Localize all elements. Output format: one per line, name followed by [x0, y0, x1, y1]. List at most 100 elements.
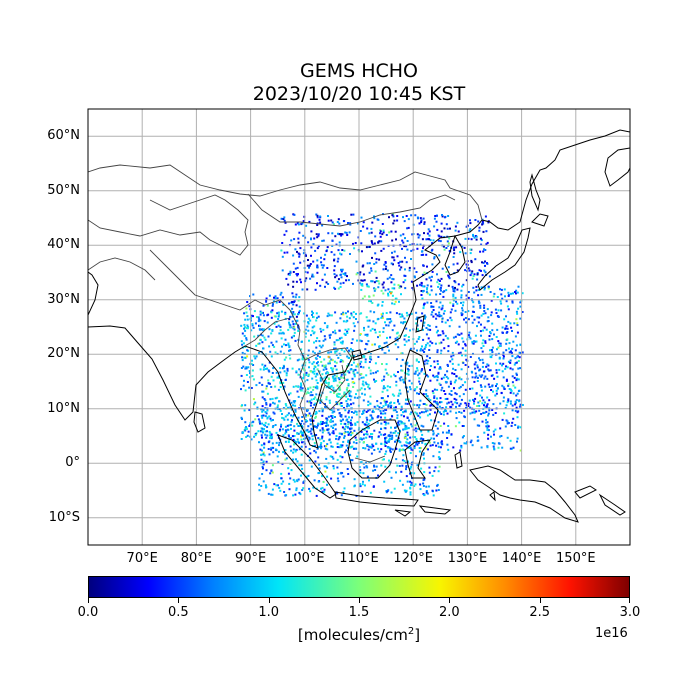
- hcho-pixel: [316, 382, 319, 384]
- hcho-pixel: [345, 388, 348, 391]
- hcho-pixel: [324, 365, 327, 368]
- hcho-pixel: [298, 491, 301, 494]
- hcho-pixel: [427, 359, 430, 362]
- hcho-pixel: [283, 219, 286, 222]
- hcho-pixel: [447, 275, 450, 278]
- hcho-pixel: [296, 422, 299, 425]
- hcho-pixel: [299, 431, 302, 434]
- hcho-pixel: [465, 225, 468, 228]
- hcho-pixel: [347, 398, 349, 401]
- hcho-pixel: [493, 292, 496, 295]
- hcho-pixel: [469, 228, 472, 231]
- hcho-pixel: [432, 430, 435, 433]
- hcho-pixel: [319, 443, 322, 446]
- hcho-pixel: [338, 241, 341, 244]
- hcho-pixel: [476, 376, 479, 379]
- hcho-pixel: [306, 264, 309, 267]
- hcho-pixel: [321, 428, 324, 431]
- hcho-pixel: [343, 392, 346, 395]
- hcho-pixel: [326, 315, 329, 318]
- hcho-pixel: [272, 379, 275, 382]
- hcho-pixel: [355, 442, 358, 445]
- hcho-pixel: [409, 388, 412, 391]
- hcho-pixel: [384, 321, 386, 324]
- hcho-pixel: [425, 485, 428, 488]
- hcho-pixel: [471, 342, 474, 345]
- hcho-pixel: [283, 491, 286, 493]
- hcho-pixel: [326, 483, 328, 486]
- hcho-pixel: [325, 425, 328, 427]
- hcho-pixel: [402, 241, 405, 244]
- hcho-pixel: [243, 312, 246, 315]
- hcho-pixel: [312, 486, 315, 489]
- hcho-pixel: [400, 321, 403, 324]
- hcho-pixel: [343, 487, 346, 490]
- hcho-pixel: [409, 452, 412, 454]
- hcho-pixel: [481, 274, 484, 277]
- hcho-pixel: [400, 414, 403, 417]
- hcho-pixel: [442, 295, 445, 298]
- hcho-pixel: [362, 480, 364, 483]
- hcho-pixel: [449, 311, 452, 314]
- hcho-pixel: [274, 385, 277, 388]
- hcho-pixel: [405, 363, 408, 366]
- hcho-pixel: [278, 313, 280, 316]
- hcho-pixel: [368, 271, 371, 274]
- hcho-pixel: [288, 354, 291, 356]
- hcho-pixel: [381, 233, 384, 236]
- hcho-pixel: [488, 409, 491, 412]
- hcho-pixel: [277, 318, 280, 320]
- hcho-pixel: [323, 258, 326, 261]
- lon-tick-label: 90°E: [234, 551, 267, 566]
- hcho-pixel: [408, 379, 411, 382]
- hcho-pixel: [264, 368, 267, 370]
- hcho-pixel: [438, 367, 441, 370]
- hcho-pixel: [382, 409, 385, 412]
- hcho-pixel: [350, 434, 352, 437]
- map-title-line2: 2023/10/20 10:45 KST: [252, 83, 466, 105]
- hcho-pixel: [241, 351, 244, 354]
- hcho-pixel: [340, 375, 343, 378]
- hcho-pixel: [440, 222, 443, 225]
- hcho-pixel: [301, 432, 304, 434]
- hcho-pixel: [363, 441, 365, 443]
- hcho-pixel: [343, 332, 346, 335]
- hcho-pixel: [509, 322, 512, 325]
- hcho-pixel: [476, 316, 479, 319]
- hcho-pixel: [268, 361, 271, 364]
- hcho-pixel: [400, 293, 402, 296]
- hcho-pixel: [340, 348, 343, 351]
- hcho-pixel: [271, 397, 274, 400]
- hcho-pixel: [422, 403, 425, 405]
- hcho-pixel: [519, 403, 522, 406]
- hcho-pixel: [378, 431, 381, 434]
- hcho-pixel: [327, 215, 329, 217]
- hcho-pixel: [253, 335, 256, 338]
- hcho-pixel: [330, 351, 333, 354]
- hcho-pixel: [373, 281, 376, 284]
- hcho-pixel: [336, 221, 339, 223]
- hcho-pixel: [347, 222, 349, 224]
- hcho-pixel: [316, 424, 319, 427]
- hcho-pixel: [260, 414, 263, 417]
- hcho-pixel: [406, 248, 409, 251]
- hcho-pixel: [430, 437, 433, 440]
- hcho-pixel: [255, 344, 258, 347]
- hcho-pixel: [459, 402, 462, 405]
- hcho-pixel: [310, 370, 312, 373]
- hcho-pixel: [385, 450, 388, 453]
- hcho-pixel: [251, 375, 254, 378]
- hcho-pixel: [338, 233, 341, 236]
- hcho-pixel: [347, 447, 349, 449]
- hcho-pixel: [244, 356, 247, 359]
- hcho-pixel: [384, 427, 387, 430]
- hcho-pixel: [332, 380, 335, 383]
- hcho-pixel: [262, 390, 265, 393]
- hcho-pixel: [401, 483, 404, 486]
- hcho-pixel: [449, 382, 452, 385]
- hcho-pixel: [431, 390, 434, 393]
- lat-tick-label: 30°N: [47, 291, 80, 307]
- hcho-pixel: [419, 416, 422, 419]
- hcho-pixel: [455, 398, 458, 401]
- hcho-pixel: [337, 218, 340, 221]
